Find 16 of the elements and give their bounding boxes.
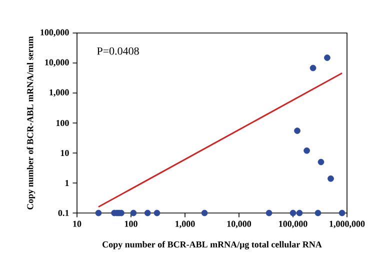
y-tick-label: 10,000 xyxy=(45,59,69,67)
y-tick-label: 0.1 xyxy=(58,210,69,216)
x-tick-label: 100 xyxy=(124,220,138,227)
x-tick-label: 10 xyxy=(73,220,82,227)
y-tick-label: 1 xyxy=(65,180,69,186)
y-tick-label: 100 xyxy=(56,120,69,126)
y-axis-title: Copy number of BCR-ABL mRNA/ml serum xyxy=(26,36,36,210)
y-tick-label: 1,000 xyxy=(50,89,69,97)
x-tick-label: 100,000 xyxy=(279,220,308,228)
y-tick-label: 10 xyxy=(60,150,69,156)
x-tick-label: 10,000 xyxy=(227,220,252,228)
y-tick-label: 100,000 xyxy=(40,29,69,37)
x-axis-title: Copy number of BCR-ABL mRNA/μg total cellular RNA xyxy=(102,241,322,250)
x-tick-label: 1,000 xyxy=(176,220,195,228)
annotation: P=0.0408 xyxy=(97,47,139,55)
x-tick-label: 1,000,000 xyxy=(330,220,365,228)
